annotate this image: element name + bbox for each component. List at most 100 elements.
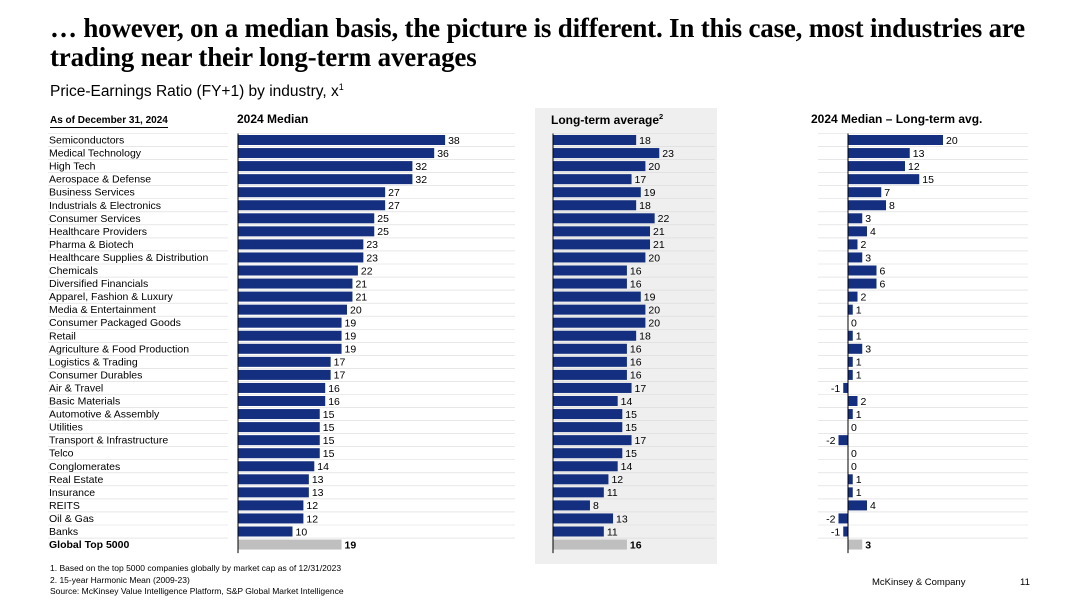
median-bar <box>238 513 304 524</box>
longterm-bar <box>553 330 637 341</box>
diff-bar <box>848 135 943 145</box>
category-label: Consumer Durables <box>49 369 142 381</box>
longterm-value-label: 16 <box>630 265 642 277</box>
longterm-bar <box>553 356 627 367</box>
diff-bar <box>848 343 863 354</box>
longterm-bar <box>553 422 623 433</box>
longterm-value-label: 19 <box>644 187 656 199</box>
category-label: Agriculture & Food Production <box>49 343 189 355</box>
median-bar <box>238 239 364 250</box>
diff-bar <box>848 474 853 485</box>
median-value-label: 15 <box>323 448 335 460</box>
median-value-label: 17 <box>334 370 346 382</box>
diff-value-label: 4 <box>870 500 876 512</box>
longterm-value-label: 20 <box>648 318 660 330</box>
longterm-value-label: 20 <box>648 252 660 264</box>
chart-subtitle: Price-Earnings Ratio (FY+1) by industry,… <box>50 82 344 101</box>
median-bar <box>238 278 353 289</box>
median-bar <box>238 422 320 433</box>
median-value-label: 16 <box>328 383 340 395</box>
median-bar <box>238 396 326 406</box>
category-label: Air & Travel <box>49 382 103 394</box>
diff-bar <box>848 252 863 263</box>
diff-total-bar <box>848 539 863 550</box>
diff-bar <box>848 500 867 511</box>
median-value-label: 10 <box>296 526 308 538</box>
longterm-bar <box>553 474 609 485</box>
longterm-value-label: 20 <box>648 304 660 316</box>
diff-value-label: 4 <box>870 226 876 238</box>
median-bar <box>238 382 326 393</box>
median-value-label: 15 <box>323 422 335 434</box>
longterm-header-text: Long-term average <box>551 113 660 127</box>
median-total-value-label: 19 <box>345 539 357 551</box>
diff-bar <box>843 526 848 537</box>
median-bar <box>238 356 331 367</box>
longterm-value-label: 16 <box>630 344 642 356</box>
median-value-label: 25 <box>377 213 389 225</box>
median-value-label: 36 <box>437 148 449 160</box>
longterm-value-label: 21 <box>653 239 665 251</box>
longterm-bar <box>553 448 623 459</box>
median-bar <box>238 148 435 159</box>
diff-value-label: 2 <box>861 291 867 303</box>
median-value-label: 27 <box>388 200 400 212</box>
median-bar <box>238 200 386 211</box>
longterm-value-label: 14 <box>621 461 633 473</box>
category-label: Diversified Financials <box>49 278 148 290</box>
footnotes: 1. Based on the top 5000 companies globa… <box>50 563 344 598</box>
diff-value-label: 2 <box>861 396 867 408</box>
longterm-value-label: 18 <box>639 200 651 212</box>
longterm-value-label: 17 <box>635 174 647 186</box>
category-label: Utilities <box>49 422 83 434</box>
longterm-bar <box>553 252 646 263</box>
diff-bar <box>838 435 848 446</box>
longterm-value-label: 15 <box>625 448 637 460</box>
slide-title: … however, on a median basis, the pictur… <box>50 13 1025 72</box>
longterm-bar <box>553 226 651 237</box>
longterm-value-label: 16 <box>630 357 642 369</box>
median-value-label: 15 <box>323 409 335 421</box>
diff-bar <box>848 291 858 302</box>
diff-value-label: 7 <box>884 187 890 199</box>
median-value-label: 17 <box>334 357 346 369</box>
median-value-label: 20 <box>350 304 362 316</box>
category-label: Banks <box>49 526 78 538</box>
longterm-value-label: 17 <box>635 383 647 395</box>
subtitle-footnote-marker: 1 <box>338 82 344 92</box>
longterm-value-label: 14 <box>621 396 633 408</box>
longterm-bar <box>553 487 604 498</box>
median-bar <box>238 343 342 354</box>
median-bar <box>238 330 342 341</box>
median-value-label: 14 <box>317 461 329 473</box>
median-bar <box>238 500 304 511</box>
diff-value-label: 1 <box>856 474 862 486</box>
longterm-bar <box>553 304 646 315</box>
diff-total-value-label: 3 <box>865 539 871 551</box>
category-label: Transport & Infrastructure <box>49 435 168 447</box>
median-value-label: 21 <box>355 278 367 290</box>
median-bar <box>238 526 293 537</box>
longterm-value-label: 15 <box>625 422 637 434</box>
diff-bar <box>848 239 858 250</box>
longterm-bar <box>553 174 632 185</box>
median-value-label: 32 <box>415 161 427 173</box>
diff-value-label: 3 <box>865 344 871 356</box>
longterm-bar <box>553 526 604 537</box>
median-bar <box>238 252 364 263</box>
longterm-bar <box>553 291 641 302</box>
diff-value-label: 1 <box>856 357 862 369</box>
category-label: Consumer Packaged Goods <box>49 317 181 329</box>
median-value-label: 12 <box>306 513 318 525</box>
median-bar <box>238 304 347 315</box>
diff-bar <box>848 409 853 420</box>
longterm-bar <box>553 161 646 172</box>
longterm-bar <box>553 382 632 393</box>
longterm-value-label: 18 <box>639 331 651 343</box>
diff-value-label: 6 <box>880 278 886 290</box>
category-label: Automotive & Assembly <box>49 409 160 421</box>
diff-bar <box>848 148 910 159</box>
longterm-bar <box>553 461 618 472</box>
category-label: Consumer Services <box>49 213 141 225</box>
category-label: Real Estate <box>49 474 103 486</box>
